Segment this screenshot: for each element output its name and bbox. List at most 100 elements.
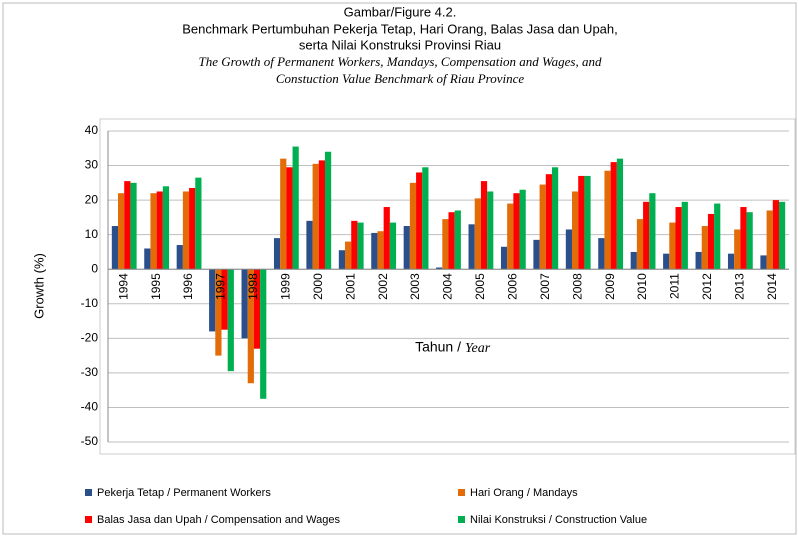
bar [630,251,637,270]
bar [734,229,741,270]
bar [280,158,287,270]
x-tick-label: 2008 [570,273,584,300]
bar [241,269,248,339]
bar [162,186,170,270]
bar [539,184,546,270]
legend-swatch [85,489,92,496]
bar [383,207,390,270]
y-tick-label: 30 [85,158,99,172]
bar [778,201,786,270]
y-tick-label: -40 [81,400,99,414]
bar [227,269,234,372]
legend-label: Hari Orang / Mandays [470,487,578,499]
bar [740,207,747,270]
bar [130,182,137,270]
bar [273,238,281,270]
bar [572,191,579,270]
bar [616,158,624,270]
chart-title: Gambar/Figure 4.2. [344,4,457,19]
x-tick-label: 1994 [116,273,130,300]
bar [403,226,410,270]
bar [144,248,151,270]
bar [150,193,157,270]
bar [746,212,753,270]
bar [669,222,676,270]
bar [480,181,488,270]
y-tick-label: 20 [85,192,99,206]
bar [487,191,494,270]
bar [409,182,417,270]
bar [422,167,429,270]
x-tick-label: 2004 [441,273,455,300]
y-tick-label: 0 [91,261,98,275]
bar [507,203,514,270]
bar [681,201,688,270]
bar [533,239,540,270]
x-tick-label: 2003 [408,273,422,300]
y-axis-label: Growth (%) [31,253,46,319]
bar [371,232,378,270]
bar [318,160,325,270]
bar [636,219,644,270]
bar [474,198,481,270]
bar [312,163,319,270]
bar [649,193,656,270]
bar [253,269,261,349]
x-tick-label: 1995 [149,273,163,300]
chart-subtitle: The Growth of Permanent Workers, Mandays… [199,54,602,69]
bar [448,212,455,270]
bar [551,167,559,270]
bar [176,245,183,270]
x-tick-label: 1996 [181,273,195,300]
chart-subtitle: Benchmark Pertumbuhan Pekerja Tetap, Har… [182,21,618,36]
x-axis-label: Year [465,341,491,356]
y-tick-label: -50 [81,434,99,448]
bar [124,181,131,270]
bar [584,175,591,270]
bar [695,251,702,270]
x-tick-label: 2011 [668,273,682,299]
bar [500,246,508,270]
legend-swatch [458,489,465,496]
bar [345,241,352,270]
bar [182,191,190,270]
bar [643,201,650,270]
chart-subtitle: Constuction Value Benchmark of Riau Prov… [276,71,524,86]
legend-swatch [458,516,465,523]
bar [766,210,773,270]
bar [389,222,397,270]
bar [675,207,682,270]
bar [772,200,779,270]
y-tick-label: -30 [81,365,99,379]
x-tick-label: 2005 [473,273,487,300]
bar [707,213,715,270]
bar [519,189,526,270]
bar [760,255,767,270]
bar [604,170,611,270]
legend-label: Balas Jasa dan Upah / Compensation and W… [97,514,340,526]
bar [351,220,358,270]
x-tick-label: 2009 [603,273,617,300]
x-axis-label: Tahun / [415,339,461,355]
bar [195,177,202,270]
bar [442,219,449,270]
bar [357,222,364,270]
bar [338,250,346,270]
y-tick-label: 40 [85,123,99,137]
bar [663,253,670,270]
x-tick-label: 1997 [214,273,228,300]
bar [189,188,196,270]
chart-subtitle: serta Nilai Konstruksi Provinsi Riau [299,37,501,52]
bar [436,267,443,270]
x-tick-label: 2012 [700,273,714,300]
x-tick-label: 2013 [733,273,747,300]
x-tick-label: 2001 [343,273,357,300]
legend-label: Pekerja Tetap / Permanent Workers [97,487,271,499]
x-tick-label: 2000 [311,273,325,300]
x-tick-label: 2006 [506,273,520,300]
bar [565,229,573,270]
bar [286,167,293,270]
bar [727,253,735,270]
bar [292,146,299,270]
bar [324,151,332,270]
